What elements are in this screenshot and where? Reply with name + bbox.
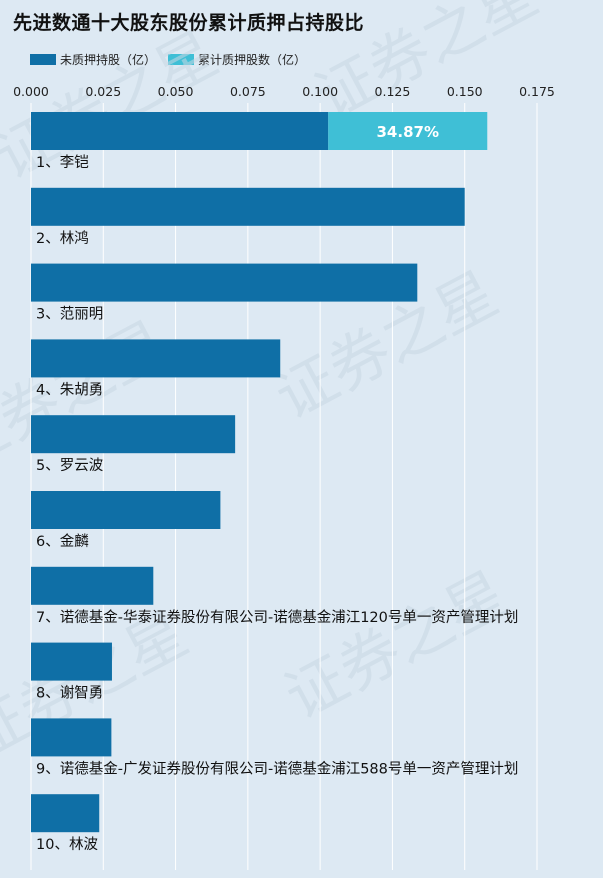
category-label: 2、林鸿 [36,230,89,247]
bar-unpledged-8 [31,642,112,681]
x-tick-label: 0.125 [375,84,411,99]
category-label: 8、谢智勇 [36,685,103,702]
data-label: 34.87% [377,123,439,141]
bar-unpledged-5 [31,415,236,454]
category-label: 1、李铠 [36,154,89,171]
legend: 未质押持股（亿） 累计质押股数（亿） [30,50,318,68]
category-label: 3、范丽明 [36,306,103,323]
category-label: 7、诺德基金-华泰证券股份有限公司-诺德基金浦江120号单一资产管理计划 [36,609,518,626]
x-tick-label: 0.150 [447,84,483,99]
bar-unpledged-3 [31,263,418,302]
category-label: 9、诺德基金-广发证券股份有限公司-诺德基金浦江588号单一资产管理计划 [36,760,518,777]
bar-unpledged-10 [31,794,100,833]
bar-unpledged-4 [31,339,281,378]
category-label: 10、林波 [36,836,98,853]
legend-label-pledged: 累计质押股数（亿） [198,52,307,67]
bar-unpledged-1 [31,112,329,150]
bar-unpledged-7 [31,566,154,605]
legend-item-unpledged: 未质押持股（亿） [30,51,156,68]
x-tick-label: 0.075 [230,84,266,99]
category-label: 5、罗云波 [36,457,104,474]
x-tick-label: 0.025 [85,84,121,99]
chart-title: 先进数通十大股东股份累计质押占持股比 [13,12,365,34]
bar-unpledged-9 [31,718,112,757]
x-tick-label: 0.100 [302,84,338,99]
x-tick-label: 0.000 [13,84,49,99]
bar-unpledged-6 [31,491,221,529]
x-tick-label: 0.050 [158,84,194,99]
legend-label-unpledged: 未质押持股（亿） [60,52,157,67]
legend-swatch-pledged [168,53,195,65]
legend-swatch-unpledged [30,53,56,65]
bar-unpledged-2 [31,187,465,226]
category-label: 4、朱胡勇 [36,381,103,398]
legend-item-pledged: 累计质押股数（亿） [168,51,306,68]
bar-pledged-1 [328,112,488,150]
category-label: 6、金麟 [36,533,89,550]
x-tick-label: 0.175 [519,84,555,99]
